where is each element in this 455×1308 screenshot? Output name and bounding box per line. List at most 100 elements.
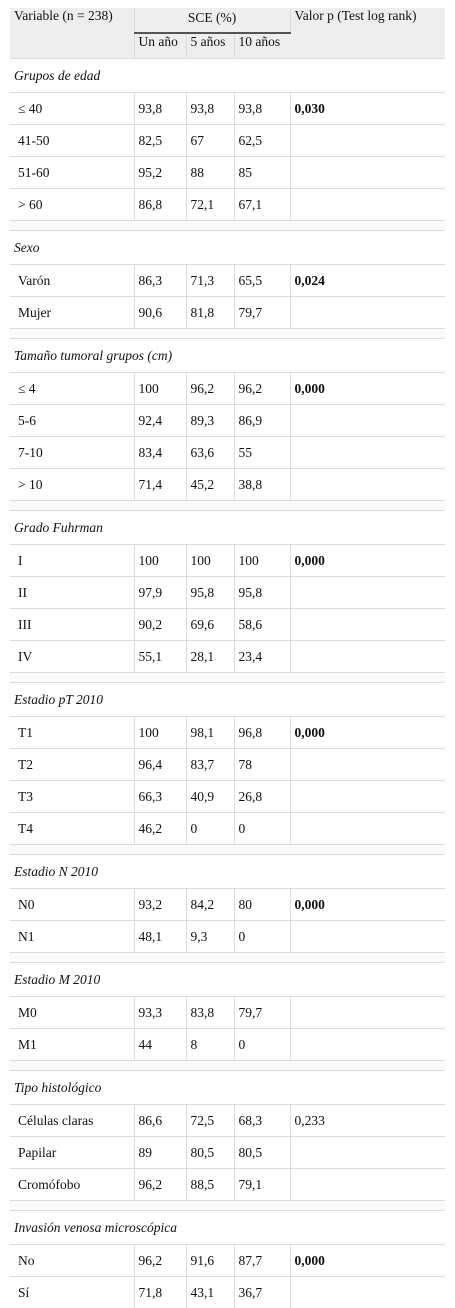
cell-un-ano: 100 [134, 545, 186, 577]
group-title: Estadio pT 2010 [10, 683, 445, 717]
row-label: Mujer [10, 297, 134, 329]
cell-5-anos: 83,7 [186, 749, 234, 781]
cell-valor-p [290, 157, 445, 189]
cell-5-anos: 0 [186, 813, 234, 845]
cell-valor-p [290, 609, 445, 641]
cell-un-ano: 93,8 [134, 93, 186, 125]
row-label: ≤ 4 [10, 373, 134, 405]
cell-5-anos: 83,8 [186, 997, 234, 1029]
cell-valor-p [290, 1277, 445, 1308]
row-label: I [10, 545, 134, 577]
cell-valor-p [290, 641, 445, 673]
row-label: T3 [10, 781, 134, 813]
cell-10-anos: 68,3 [234, 1105, 290, 1137]
cell-valor-p [290, 1169, 445, 1201]
cell-10-anos: 58,6 [234, 609, 290, 641]
group-title: Estadio M 2010 [10, 963, 445, 997]
cell-10-anos: 95,8 [234, 577, 290, 609]
cell-valor-p [290, 189, 445, 221]
cell-un-ano: 86,8 [134, 189, 186, 221]
cell-10-anos: 79,1 [234, 1169, 290, 1201]
cell-un-ano: 97,9 [134, 577, 186, 609]
cell-un-ano: 89 [134, 1137, 186, 1169]
cell-un-ano: 71,8 [134, 1277, 186, 1308]
cell-5-anos: 95,8 [186, 577, 234, 609]
row-label: No [10, 1245, 134, 1277]
spacer-cell [10, 329, 445, 339]
group-header-row: Grupos de edad [10, 59, 445, 93]
cell-10-anos: 78 [234, 749, 290, 781]
group-title: Grado Fuhrman [10, 511, 445, 545]
cell-un-ano: 86,3 [134, 265, 186, 297]
cell-un-ano: 48,1 [134, 921, 186, 953]
cell-5-anos: 91,6 [186, 1245, 234, 1277]
cell-un-ano: 86,6 [134, 1105, 186, 1137]
cell-5-anos: 72,5 [186, 1105, 234, 1137]
cell-valor-p [290, 781, 445, 813]
cell-10-anos: 26,8 [234, 781, 290, 813]
survival-table: Variable (n = 238) SCE (%) Valor p (Test… [10, 8, 445, 1308]
group-header-row: Tamaño tumoral grupos (cm) [10, 339, 445, 373]
cell-5-anos: 100 [186, 545, 234, 577]
cell-un-ano: 96,4 [134, 749, 186, 781]
group-title: Estadio N 2010 [10, 855, 445, 889]
cell-valor-p [290, 469, 445, 501]
cell-valor-p [290, 749, 445, 781]
cell-10-anos: 23,4 [234, 641, 290, 673]
cell-10-anos: 0 [234, 921, 290, 953]
cell-5-anos: 84,2 [186, 889, 234, 921]
cell-valor-p: 0,000 [290, 1245, 445, 1277]
cell-un-ano: 96,2 [134, 1169, 186, 1201]
cell-5-anos: 81,8 [186, 297, 234, 329]
group-spacer [10, 221, 445, 231]
cell-valor-p [290, 1137, 445, 1169]
cell-10-anos: 55 [234, 437, 290, 469]
group-spacer [10, 501, 445, 511]
row-label: 41-50 [10, 125, 134, 157]
cell-un-ano: 46,2 [134, 813, 186, 845]
header-10-anos: 10 años [234, 33, 290, 59]
group-header-row: Sexo [10, 231, 445, 265]
group-title: Sexo [10, 231, 445, 265]
cell-10-anos: 96,2 [234, 373, 290, 405]
cell-un-ano: 93,3 [134, 997, 186, 1029]
group-title: Invasión venosa microscópica [10, 1211, 445, 1245]
cell-10-anos: 100 [234, 545, 290, 577]
cell-5-anos: 45,2 [186, 469, 234, 501]
header-un-ano: Un año [134, 33, 186, 59]
row-label: Células claras [10, 1105, 134, 1137]
group-header-row: Grado Fuhrman [10, 511, 445, 545]
header-sce: SCE (%) [134, 8, 290, 33]
cell-10-anos: 62,5 [234, 125, 290, 157]
cell-5-anos: 43,1 [186, 1277, 234, 1308]
row-label: M0 [10, 997, 134, 1029]
cell-valor-p [290, 437, 445, 469]
cell-un-ano: 82,5 [134, 125, 186, 157]
cell-10-anos: 65,5 [234, 265, 290, 297]
cell-5-anos: 88 [186, 157, 234, 189]
row-label: > 10 [10, 469, 134, 501]
row-label: Varón [10, 265, 134, 297]
group-spacer [10, 673, 445, 683]
cell-un-ano: 66,3 [134, 781, 186, 813]
cell-un-ano: 96,2 [134, 1245, 186, 1277]
cell-valor-p: 0,024 [290, 265, 445, 297]
spacer-cell [10, 1201, 445, 1211]
row-label: III [10, 609, 134, 641]
row-label: M1 [10, 1029, 134, 1061]
cell-5-anos: 63,6 [186, 437, 234, 469]
